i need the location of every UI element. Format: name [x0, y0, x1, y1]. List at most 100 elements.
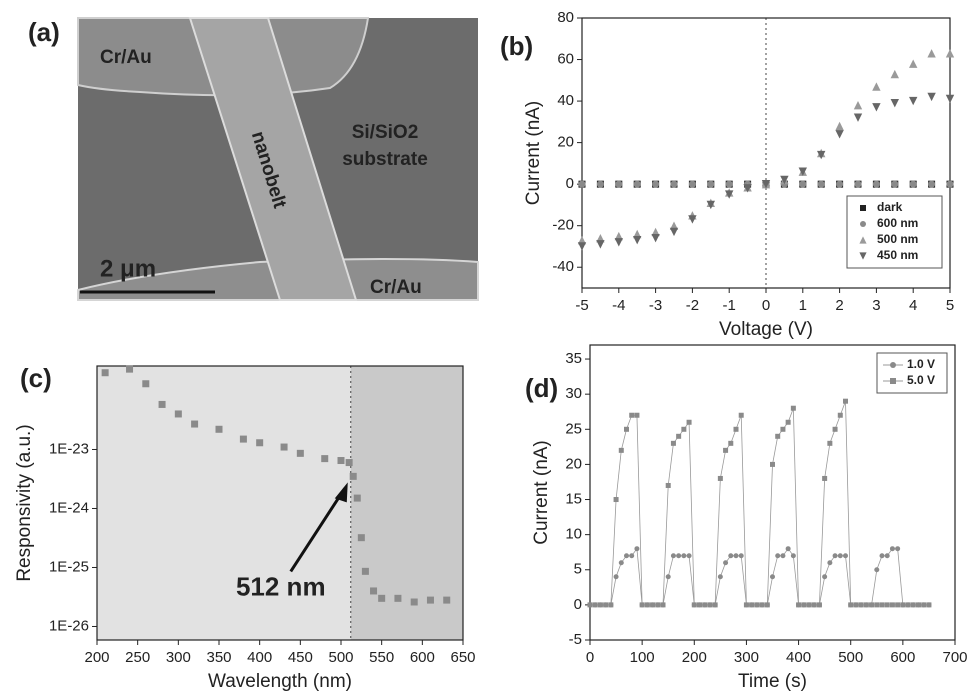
y-tick-label: -20 — [552, 217, 574, 234]
marker — [855, 181, 862, 188]
marker — [754, 602, 759, 607]
y-axis-label: Current (nA) — [531, 440, 552, 545]
legend-label: 1.0 V — [907, 357, 935, 371]
marker — [854, 113, 862, 121]
marker — [692, 602, 697, 607]
marker — [681, 553, 686, 558]
marker — [843, 553, 848, 558]
legend-marker — [860, 205, 866, 211]
marker — [780, 553, 785, 558]
marker — [640, 602, 645, 607]
marker — [909, 59, 917, 67]
marker — [895, 602, 900, 607]
marker — [718, 476, 723, 481]
y-tick-label: 1E-25 — [49, 558, 89, 575]
y-tick-label: 80 — [557, 9, 574, 26]
marker — [775, 434, 780, 439]
marker — [671, 441, 676, 446]
y-tick-label: 15 — [565, 490, 582, 507]
marker — [744, 602, 749, 607]
marker — [891, 70, 899, 78]
marker — [697, 602, 702, 607]
marker — [670, 228, 678, 236]
marker — [707, 181, 714, 188]
marker — [791, 553, 796, 558]
y-tick-label: 5 — [574, 561, 582, 578]
marker — [598, 602, 603, 607]
marker — [838, 413, 843, 418]
marker — [906, 602, 911, 607]
x-axis-label: Time (s) — [738, 671, 807, 692]
x-tick-label: 200 — [84, 649, 109, 666]
marker — [216, 426, 223, 433]
marker — [835, 122, 843, 130]
marker — [890, 546, 895, 551]
marker — [927, 93, 935, 101]
marker — [843, 399, 848, 404]
panel-label: (b) — [500, 31, 533, 61]
substrate-label: substrate — [342, 149, 428, 170]
scale-label: 2 μm — [100, 255, 156, 282]
marker — [812, 602, 817, 607]
x-tick-label: 450 — [288, 649, 313, 666]
marker — [671, 553, 676, 558]
marker — [634, 413, 639, 418]
marker — [394, 595, 401, 602]
marker — [578, 242, 586, 250]
y-tick-label: -5 — [569, 631, 582, 648]
marker — [822, 574, 827, 579]
figure: (a) Cr/Au nanobelt Si/SiO2 substrate 2 μ… — [0, 0, 974, 692]
marker — [624, 427, 629, 432]
marker — [864, 602, 869, 607]
marker — [786, 546, 791, 551]
panel-label: (a) — [28, 17, 60, 47]
marker — [739, 553, 744, 558]
x-tick-label: 700 — [942, 649, 967, 666]
panel-label: (d) — [525, 373, 558, 403]
marker — [760, 602, 765, 607]
y-tick-label: 1E-23 — [49, 440, 89, 457]
legend-label: 5.0 V — [907, 373, 935, 387]
marker — [916, 602, 921, 607]
marker — [910, 181, 917, 188]
marker — [890, 602, 895, 607]
marker — [597, 181, 604, 188]
marker — [926, 602, 931, 607]
marker — [297, 450, 304, 457]
marker — [370, 587, 377, 594]
legend-label: dark — [877, 200, 903, 214]
marker — [869, 602, 874, 607]
marker — [838, 553, 843, 558]
marker — [142, 380, 149, 387]
marker — [791, 406, 796, 411]
marker — [723, 560, 728, 565]
marker — [775, 553, 780, 558]
y-tick-label: -40 — [552, 258, 574, 275]
marker — [749, 602, 754, 607]
marker — [718, 574, 723, 579]
marker — [739, 413, 744, 418]
marker — [633, 236, 641, 244]
marker — [596, 240, 604, 248]
marker — [615, 238, 623, 246]
marker — [655, 602, 660, 607]
y-tick-label: 0 — [566, 175, 574, 192]
marker — [853, 602, 858, 607]
electrode-label: Cr/Au — [100, 47, 152, 68]
marker — [256, 439, 263, 446]
y-tick-label: 40 — [557, 92, 574, 109]
legend-label: 500 nm — [877, 232, 918, 246]
marker — [652, 181, 659, 188]
marker — [619, 448, 624, 453]
marker — [765, 602, 770, 607]
marker — [796, 602, 801, 607]
marker — [848, 602, 853, 607]
marker — [880, 553, 885, 558]
marker — [411, 598, 418, 605]
x-tick-label: 250 — [125, 649, 150, 666]
legend-label: 450 nm — [877, 248, 918, 262]
marker — [281, 444, 288, 451]
marker — [603, 602, 608, 607]
marker — [799, 181, 806, 188]
y-tick-label: 25 — [565, 420, 582, 437]
